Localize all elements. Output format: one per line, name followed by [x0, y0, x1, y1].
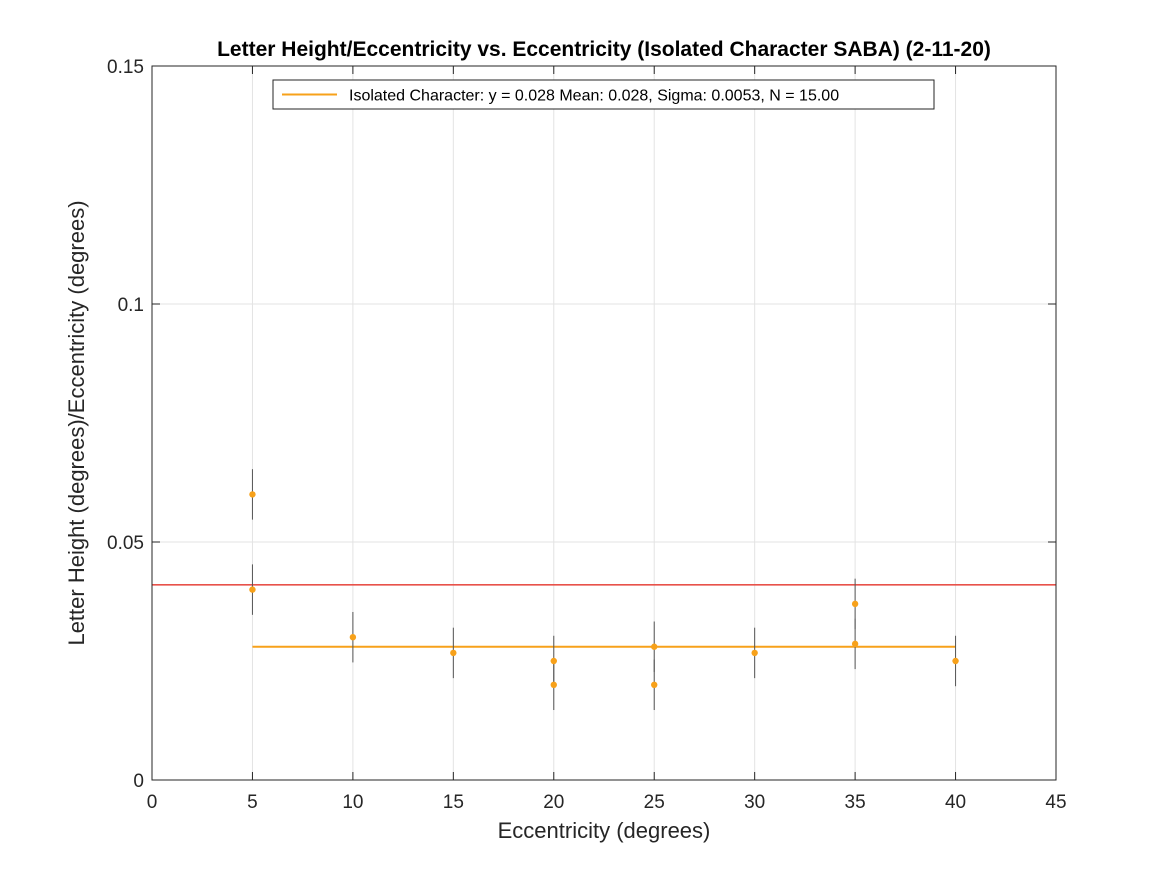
plot-frame — [151, 65, 1057, 781]
legend-label: Isolated Character: y = 0.028 Mean: 0.02… — [349, 88, 839, 105]
y-tick-label: 0 — [133, 771, 144, 792]
x-tick-label: 10 — [342, 792, 363, 813]
y-tick-label: 0.05 — [107, 533, 144, 554]
legend: Isolated Character: y = 0.028 Mean: 0.02… — [272, 79, 935, 110]
x-tick-label: 35 — [845, 792, 866, 813]
data-point — [550, 657, 557, 665]
x-tick-label: 25 — [644, 792, 665, 813]
data-point — [751, 649, 758, 657]
data-point — [249, 586, 256, 593]
data-point — [349, 634, 357, 641]
grid — [151, 65, 1057, 781]
x-tick-label: 0 — [147, 792, 158, 813]
data-point — [550, 681, 557, 688]
data-point — [651, 681, 658, 688]
data-point — [952, 657, 959, 665]
data-point — [249, 491, 256, 498]
x-tick-label: 45 — [1045, 792, 1066, 813]
y-tick-label: 0.1 — [118, 295, 144, 316]
axis-ticks: 0 5 10 15 20 25 30 35 40 45 0 0.05 0.1 0.15 — [107, 57, 1067, 813]
chart-title: Letter Height/Eccentricity vs. Eccentric… — [217, 38, 991, 61]
data-point — [851, 640, 859, 648]
y-axis-label: Letter Height (degrees)/Eccentricity (de… — [64, 200, 89, 645]
data-point — [651, 643, 658, 650]
x-tick-label: 15 — [443, 792, 464, 813]
x-tick-label: 30 — [744, 792, 765, 813]
x-tick-label: 40 — [945, 792, 966, 813]
x-tick-label: 5 — [247, 792, 258, 813]
y-tick-label: 0.15 — [107, 57, 144, 78]
error-bars — [251, 469, 957, 711]
x-axis-label: Eccentricity (degrees) — [498, 818, 711, 843]
legend-box — [272, 79, 935, 110]
x-tick-label: 20 — [543, 792, 564, 813]
data-points — [249, 491, 959, 688]
data-point — [851, 600, 859, 608]
data-point — [450, 649, 457, 657]
